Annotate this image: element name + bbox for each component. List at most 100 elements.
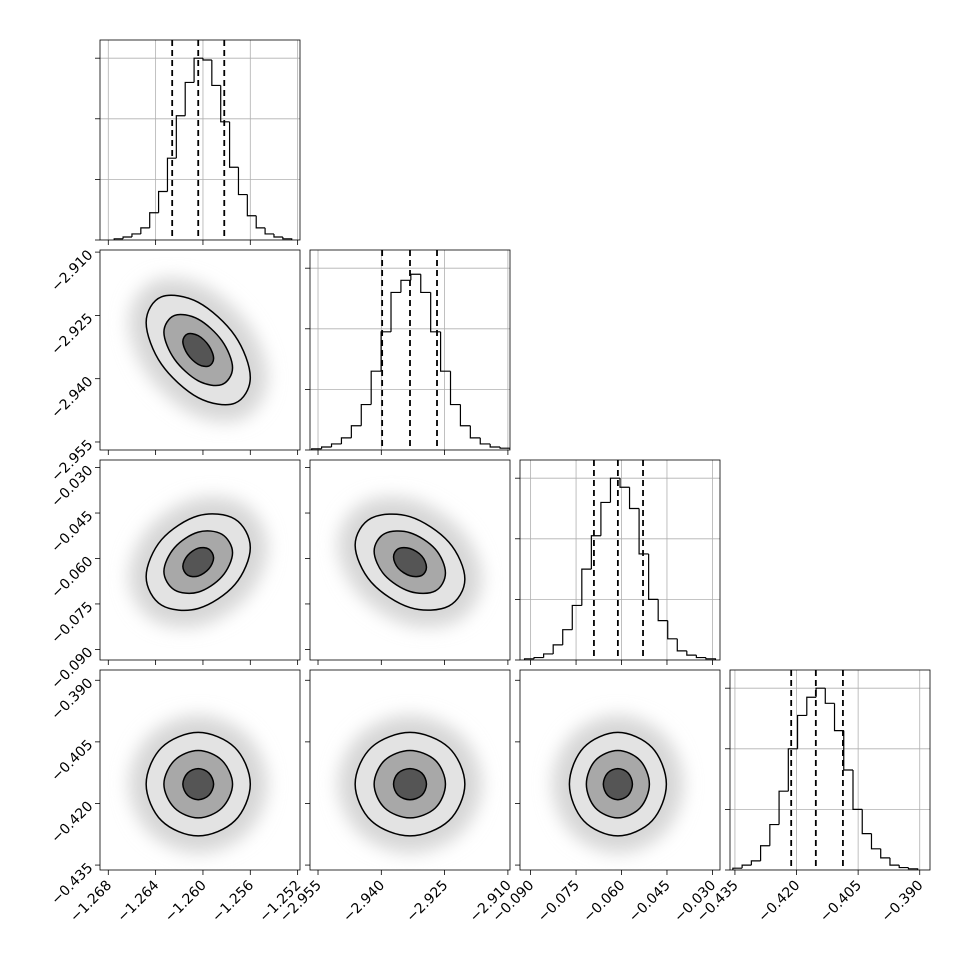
hist-bin bbox=[907, 867, 919, 870]
hist-bin bbox=[870, 833, 881, 850]
hist-bin bbox=[562, 629, 573, 645]
hist-bin bbox=[581, 568, 592, 606]
panel bbox=[129, 278, 268, 422]
contour bbox=[182, 767, 215, 801]
hist-bin bbox=[880, 848, 890, 859]
y-tick-label: −0.420 bbox=[48, 799, 96, 847]
panel bbox=[100, 40, 300, 240]
hist-bin bbox=[533, 656, 544, 659]
panel bbox=[552, 715, 684, 853]
hist-bin bbox=[370, 370, 382, 405]
hist-bin bbox=[380, 331, 392, 372]
y-tick-label: −2.910 bbox=[48, 247, 96, 295]
x-tick-label: −0.075 bbox=[535, 878, 583, 926]
hist-bin bbox=[469, 425, 481, 439]
hist-bin bbox=[264, 227, 274, 235]
x-tick-label: −0.390 bbox=[879, 878, 927, 926]
hist-bin bbox=[202, 58, 212, 61]
hist-bin bbox=[759, 845, 770, 861]
y-tick-label: −2.925 bbox=[48, 310, 96, 358]
hist-bin bbox=[211, 60, 221, 87]
y-tick-label: −2.940 bbox=[48, 374, 96, 422]
contour bbox=[182, 332, 215, 368]
hist-bin bbox=[321, 446, 332, 449]
y-tick-label: −0.075 bbox=[48, 599, 96, 647]
x-tick-label: −0.420 bbox=[755, 878, 803, 926]
hist-bin bbox=[175, 115, 186, 159]
hist-bin bbox=[149, 212, 159, 228]
hist-bin bbox=[220, 85, 230, 123]
hist-bin bbox=[571, 604, 582, 630]
hist-bin bbox=[489, 443, 501, 448]
hist-bin bbox=[439, 331, 451, 372]
hist-bin bbox=[255, 215, 266, 229]
hist-bin bbox=[228, 121, 239, 168]
contour bbox=[182, 546, 215, 578]
hist-bin bbox=[750, 860, 761, 866]
hist-bin bbox=[330, 443, 342, 447]
hist-bin bbox=[113, 238, 124, 240]
panel-frame bbox=[99, 39, 301, 241]
hist-bin bbox=[193, 57, 203, 83]
hist-bin bbox=[499, 446, 510, 450]
panel bbox=[520, 460, 720, 660]
panel bbox=[129, 715, 268, 853]
hist-bin bbox=[648, 553, 659, 600]
hist-bin bbox=[140, 227, 150, 234]
panel bbox=[129, 496, 268, 628]
hist-bin bbox=[430, 292, 441, 333]
x-tick-label: −0.045 bbox=[626, 878, 674, 926]
hist-bin bbox=[282, 236, 293, 240]
hist-bin bbox=[898, 865, 909, 869]
hist-bin bbox=[705, 657, 717, 660]
hist-bin bbox=[552, 644, 563, 654]
panel-frame bbox=[309, 459, 511, 661]
panel-frame bbox=[519, 459, 721, 661]
contour bbox=[602, 767, 634, 801]
hist-bin bbox=[889, 857, 900, 866]
hist-bin bbox=[390, 291, 401, 332]
hist-bin bbox=[590, 535, 601, 570]
hist-bin bbox=[638, 508, 649, 555]
hist-bin bbox=[609, 477, 620, 503]
hist-bin bbox=[449, 371, 461, 406]
x-tick-label: −0.405 bbox=[817, 878, 865, 926]
x-tick-label: −0.060 bbox=[580, 878, 628, 926]
x-tick-label: −1.256 bbox=[209, 877, 257, 925]
hist-bin bbox=[778, 790, 789, 825]
panel-frame bbox=[729, 669, 931, 871]
hist-bin bbox=[420, 274, 431, 294]
hist-bin bbox=[122, 236, 132, 239]
y-tick-label: −0.060 bbox=[48, 554, 96, 602]
panel-frame bbox=[99, 459, 301, 661]
panel-frame bbox=[99, 249, 301, 451]
hist-bin bbox=[852, 770, 863, 810]
hist-bin bbox=[657, 599, 668, 622]
hist-bin bbox=[695, 655, 706, 659]
hist-bin bbox=[523, 658, 535, 660]
hist-bin bbox=[861, 809, 872, 835]
panel bbox=[338, 497, 482, 628]
hist-bin bbox=[824, 688, 835, 704]
hist-bin bbox=[769, 823, 780, 846]
hist-bin bbox=[833, 703, 844, 732]
hist-bin bbox=[676, 638, 687, 652]
panel-frame bbox=[309, 669, 511, 871]
hist-bin bbox=[543, 653, 554, 658]
hist-bin bbox=[806, 696, 817, 716]
hist-bin bbox=[350, 425, 362, 438]
hist-bin bbox=[311, 448, 322, 450]
hist-bin bbox=[237, 167, 248, 196]
hist-bin bbox=[400, 279, 411, 293]
hist-bin bbox=[741, 864, 752, 869]
panel bbox=[338, 715, 482, 853]
hist-bin bbox=[459, 404, 471, 427]
hist-bin bbox=[410, 273, 421, 281]
hist-bin bbox=[796, 714, 807, 749]
panel-frame bbox=[519, 669, 721, 871]
hist-bin bbox=[479, 437, 491, 445]
panel-frame bbox=[99, 669, 301, 871]
hist-bin bbox=[184, 81, 195, 116]
panel bbox=[730, 670, 930, 870]
hist-bin bbox=[619, 478, 630, 488]
